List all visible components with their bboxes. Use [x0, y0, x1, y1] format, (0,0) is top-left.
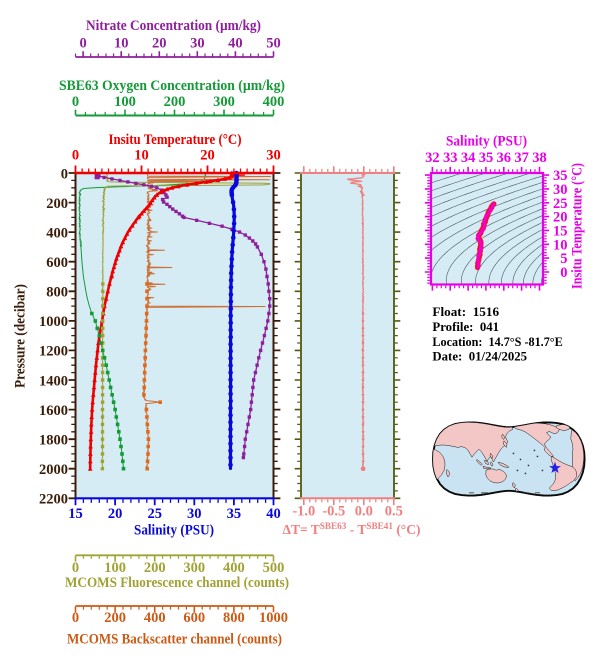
svg-text:0: 0: [61, 166, 68, 182]
svg-text:36: 36: [497, 150, 512, 166]
svg-text:10: 10: [114, 36, 129, 52]
svg-text:400: 400: [223, 560, 245, 576]
svg-text:Pressure (decibar): Pressure (decibar): [13, 284, 29, 388]
svg-text:Profile: 041: Profile: 041: [432, 319, 499, 334]
svg-text:40: 40: [228, 36, 243, 52]
svg-text:20: 20: [108, 506, 123, 522]
svg-text:200: 200: [46, 196, 68, 212]
svg-text:0.5: 0.5: [385, 504, 403, 520]
svg-text:35: 35: [227, 506, 242, 522]
svg-text:200: 200: [104, 610, 126, 626]
svg-text:15: 15: [68, 506, 83, 522]
svg-text:Date: 01/24/2025: Date: 01/24/2025: [432, 349, 527, 364]
svg-text:-0.5: -0.5: [322, 504, 345, 520]
svg-text:300: 300: [213, 94, 235, 110]
svg-text:Salinity (PSU): Salinity (PSU): [134, 523, 214, 539]
svg-text:5: 5: [560, 251, 567, 267]
svg-text:100: 100: [104, 560, 126, 576]
svg-text:600: 600: [183, 610, 205, 626]
svg-text:32: 32: [425, 150, 440, 166]
svg-text:38: 38: [532, 150, 547, 166]
svg-text:100: 100: [114, 94, 136, 110]
svg-text:25: 25: [553, 196, 568, 212]
svg-text:Nitrate Concentration (µm/kg): Nitrate Concentration (µm/kg): [86, 18, 261, 34]
svg-text:0: 0: [560, 265, 567, 281]
svg-text:1400: 1400: [39, 373, 68, 389]
svg-text:2000: 2000: [39, 462, 68, 478]
svg-text:Insitu Temperature (°C): Insitu Temperature (°C): [570, 163, 586, 289]
svg-text:0: 0: [72, 94, 79, 110]
svg-text:0: 0: [72, 148, 79, 164]
svg-text:0: 0: [79, 36, 86, 52]
svg-text:30: 30: [553, 182, 568, 198]
svg-text:MCOMS Backscatter channel (cou: MCOMS Backscatter channel (counts): [67, 632, 282, 648]
svg-text:35: 35: [479, 150, 494, 166]
svg-text:Float: 1516: Float: 1516: [432, 304, 499, 319]
svg-text:10: 10: [134, 148, 149, 164]
svg-text:800: 800: [46, 285, 68, 301]
svg-text:0: 0: [72, 560, 79, 576]
svg-text:33: 33: [443, 150, 458, 166]
svg-text:ΔT= TSBE63 - TSBE41 (°C): ΔT= TSBE63 - TSBE41 (°C): [283, 521, 421, 537]
svg-text:25: 25: [147, 506, 162, 522]
svg-text:30: 30: [187, 506, 202, 522]
svg-text:10: 10: [553, 237, 568, 253]
svg-text:37: 37: [514, 150, 529, 166]
svg-text:1800: 1800: [39, 432, 68, 448]
svg-text:0: 0: [72, 610, 79, 626]
svg-text:300: 300: [183, 560, 205, 576]
svg-text:2200: 2200: [39, 492, 68, 508]
svg-text:1000: 1000: [259, 610, 288, 626]
svg-text:20: 20: [152, 36, 167, 52]
svg-text:20: 20: [553, 210, 568, 226]
svg-text:200: 200: [164, 94, 186, 110]
svg-text:400: 400: [46, 225, 68, 241]
svg-text:20: 20: [200, 148, 215, 164]
svg-text:30: 30: [266, 148, 281, 164]
svg-text:30: 30: [190, 36, 205, 52]
svg-text:35: 35: [553, 168, 568, 184]
svg-text:Salinity (PSU): Salinity (PSU): [446, 134, 527, 150]
svg-text:200: 200: [144, 560, 166, 576]
svg-text:1200: 1200: [39, 344, 68, 360]
svg-text:800: 800: [223, 610, 245, 626]
svg-text:SBE63 Oxygen Concentration (µm: SBE63 Oxygen Concentration (µm/kg): [59, 78, 285, 94]
svg-text:MCOMS Fluorescence channel (co: MCOMS Fluorescence channel (counts): [65, 575, 289, 591]
svg-text:1600: 1600: [39, 403, 68, 419]
svg-text:Location: 14.7°S -81.7°E: Location: 14.7°S -81.7°E: [432, 334, 562, 349]
svg-text:400: 400: [263, 94, 285, 110]
svg-text:500: 500: [263, 560, 285, 576]
svg-text:40: 40: [266, 506, 281, 522]
svg-text:50: 50: [266, 36, 281, 52]
svg-text:1000: 1000: [39, 314, 68, 330]
svg-text:Insitu Temperature (°C): Insitu Temperature (°C): [109, 132, 242, 148]
svg-text:0.0: 0.0: [355, 504, 373, 520]
svg-text:34: 34: [461, 150, 476, 166]
svg-text:400: 400: [144, 610, 166, 626]
svg-text:-1.0: -1.0: [292, 504, 315, 520]
svg-text:15: 15: [553, 223, 568, 239]
svg-text:600: 600: [46, 255, 68, 271]
